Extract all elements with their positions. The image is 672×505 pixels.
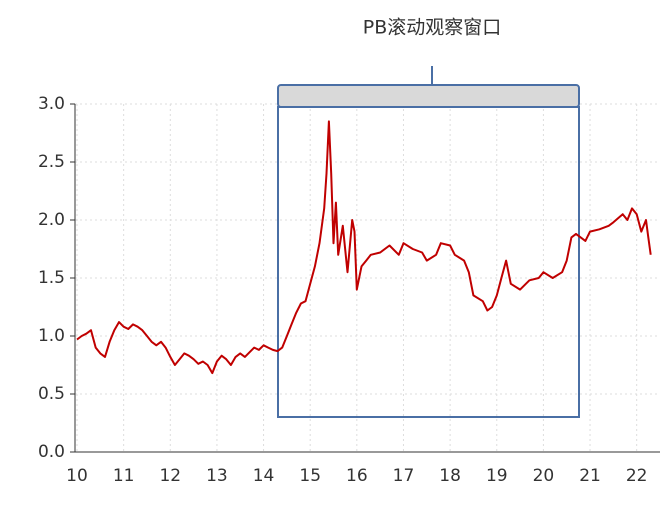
y-tick-label: 3.0 [38,94,65,114]
x-tick-label: 12 [159,466,181,486]
y-tick-label: 1.0 [38,326,65,346]
annotation: PB滚动观察窗口 [363,17,502,39]
x-tick-label: 17 [393,466,415,486]
pb-line [76,120,652,375]
x-tick-label: 19 [486,466,508,486]
x-tick-label: 13 [206,466,228,486]
x-tick-label: 22 [626,466,648,486]
x-tick-label: 15 [299,466,321,486]
y-tick-label: 0.0 [38,442,65,462]
y-tick-label: 1.5 [38,268,65,288]
x-tick-label: 18 [439,466,461,486]
x-tick-label: 10 [66,466,88,486]
x-tick-label: 14 [253,466,275,486]
y-tick-label: 0.5 [38,384,65,404]
x-tick-label: 16 [346,466,368,486]
y-tick-label: 2.0 [38,210,65,230]
y-tick-label: 2.5 [38,152,65,172]
x-tick-label: 11 [113,466,135,486]
x-tick-label: 21 [579,466,601,486]
window-bracket [277,84,580,108]
x-tick-label: 20 [533,466,555,486]
window-box [277,106,580,418]
